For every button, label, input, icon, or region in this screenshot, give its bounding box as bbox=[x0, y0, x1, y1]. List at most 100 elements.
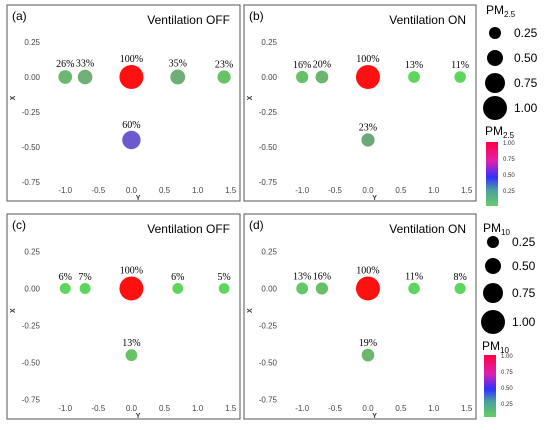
x-tick-label: 0.5 bbox=[159, 404, 171, 413]
panel-frame bbox=[6, 4, 241, 202]
pm10-size-legend-title: PM10 bbox=[483, 221, 510, 237]
x-tick-label: 0.0 bbox=[126, 404, 138, 413]
y-tick-label: 0.00 bbox=[261, 284, 277, 293]
size-legend-label: 0.50 bbox=[512, 259, 536, 273]
y-tick-label: -0.75 bbox=[259, 396, 278, 405]
data-label: 33% bbox=[76, 59, 94, 70]
x-axis-label: Y bbox=[136, 195, 141, 202]
colorbar-tick: 0.25 bbox=[501, 402, 513, 408]
x-tick-label: -1.0 bbox=[295, 186, 309, 195]
x-axis-label: Y bbox=[372, 195, 377, 202]
x-tick-label: -1.0 bbox=[295, 404, 309, 413]
x-tick-label: 1.0 bbox=[192, 186, 204, 195]
data-label: 100% bbox=[356, 54, 379, 65]
panel-id: (b) bbox=[249, 9, 264, 23]
pm25-colorbar bbox=[486, 142, 498, 206]
panel-frame bbox=[243, 4, 477, 202]
size-legend-dot bbox=[481, 310, 505, 334]
colorbar-tick: 0.75 bbox=[501, 370, 513, 376]
y-tick-label: 0.25 bbox=[24, 247, 40, 256]
x-tick-label: 1.0 bbox=[192, 404, 204, 413]
y-tick-label: -0.25 bbox=[22, 108, 41, 117]
panel-2: (c) Ventilation OFF 0.25 0.00 -0.25 -0.50 -0.7… bbox=[6, 213, 241, 420]
size-legend-label: 0.50 bbox=[514, 51, 538, 65]
data-point bbox=[218, 283, 230, 294]
data-label: 60% bbox=[122, 120, 140, 131]
data-point bbox=[125, 349, 138, 362]
data-point bbox=[172, 283, 184, 294]
y-axis-label: X bbox=[10, 308, 17, 313]
data-label: 6% bbox=[59, 272, 72, 283]
y-tick-label: -0.50 bbox=[22, 359, 41, 368]
data-point bbox=[217, 70, 231, 84]
data-label: 20% bbox=[313, 60, 331, 71]
colorbar-tick: 1.00 bbox=[501, 354, 513, 360]
y-axis-label: X bbox=[247, 308, 254, 313]
data-label: 13% bbox=[405, 60, 423, 71]
size-legend-label: 0.25 bbox=[512, 235, 536, 249]
data-label: 11% bbox=[405, 272, 423, 283]
size-legend-label: 0.25 bbox=[514, 26, 538, 40]
data-point bbox=[315, 70, 329, 84]
panels: (a) Ventilation OFF 0.25 0.00 -0.25 -0.50 -0.7… bbox=[6, 4, 477, 420]
panel-id: (c) bbox=[12, 218, 26, 232]
data-label: 13% bbox=[293, 272, 311, 283]
y-tick-label: 0.25 bbox=[24, 38, 40, 47]
data-point bbox=[315, 282, 329, 295]
data-point bbox=[361, 133, 375, 147]
y-axis-label: X bbox=[10, 95, 17, 100]
y-tick-label: -0.75 bbox=[22, 178, 41, 187]
pm25-color-legend: PM2.5 1.00 0.75 0.50 0.25 bbox=[485, 124, 515, 206]
data-label: 23% bbox=[359, 122, 377, 133]
data-label: 26% bbox=[56, 59, 74, 70]
y-axis-label: X bbox=[247, 95, 254, 100]
x-tick-label: 1.0 bbox=[428, 186, 440, 195]
y-tick-label: -0.25 bbox=[22, 322, 41, 331]
size-legend-label: 1.00 bbox=[512, 315, 536, 329]
data-point bbox=[408, 71, 420, 83]
y-tick-label: -0.75 bbox=[259, 178, 278, 187]
x-tick-label: -0.5 bbox=[91, 404, 105, 413]
data-point bbox=[454, 71, 466, 83]
x-tick-label: 1.5 bbox=[225, 186, 237, 195]
data-label: 6% bbox=[171, 272, 184, 283]
x-tick-label: 1.5 bbox=[225, 404, 237, 413]
pm25-size-legend: PM2.5 0.25 0.50 0.75 1.00 bbox=[483, 3, 538, 120]
x-tick-label: 1.5 bbox=[461, 186, 473, 195]
data-point bbox=[361, 348, 375, 362]
size-legend-dot bbox=[483, 96, 507, 120]
panel-3: (d) Ventilation ON 0.25 0.00 -0.25 -0.50 -0.75… bbox=[243, 213, 477, 420]
x-tick-label: -0.5 bbox=[328, 186, 342, 195]
panel-frame bbox=[243, 213, 477, 420]
data-point bbox=[170, 69, 186, 85]
data-label: 8% bbox=[453, 272, 466, 283]
panel-title: Ventilation ON bbox=[389, 222, 466, 236]
size-legend-label: 0.75 bbox=[512, 286, 536, 300]
y-tick-label: 0.25 bbox=[261, 247, 277, 256]
data-point bbox=[119, 276, 144, 301]
x-tick-label: -1.0 bbox=[58, 404, 72, 413]
data-point bbox=[296, 70, 309, 84]
panel-0: (a) Ventilation OFF 0.25 0.00 -0.25 -0.50 -0.7… bbox=[6, 4, 241, 202]
pm25-color-legend-title: PM2.5 bbox=[485, 124, 515, 140]
size-legend-dot bbox=[489, 27, 501, 39]
data-label: 13% bbox=[122, 338, 140, 349]
y-tick-label: -0.25 bbox=[259, 108, 278, 117]
size-legend-dot bbox=[483, 283, 503, 303]
data-point bbox=[454, 282, 466, 295]
data-label: 5% bbox=[217, 272, 230, 283]
x-tick-label: 1.0 bbox=[428, 404, 440, 413]
data-point bbox=[58, 70, 73, 84]
colorbar-tick: 1.00 bbox=[503, 141, 515, 147]
x-tick-label: 0.0 bbox=[362, 404, 374, 413]
data-label: 100% bbox=[120, 265, 143, 276]
pm10-colorbar bbox=[484, 355, 496, 417]
colorbar-tick: 0.50 bbox=[501, 386, 513, 392]
size-legend-dot bbox=[485, 258, 501, 274]
panel-id: (d) bbox=[249, 218, 264, 232]
x-tick-label: 1.5 bbox=[461, 404, 473, 413]
panel-id: (a) bbox=[12, 9, 27, 23]
pm25-size-legend-title: PM2.5 bbox=[486, 3, 516, 19]
size-legend-dot bbox=[487, 236, 499, 248]
x-tick-label: 0.5 bbox=[159, 186, 171, 195]
